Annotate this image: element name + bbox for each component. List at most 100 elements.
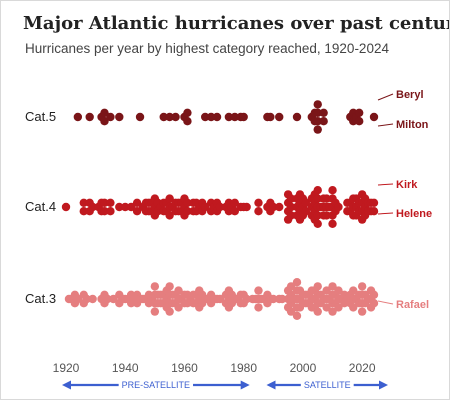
hurricane-dot [183, 117, 192, 126]
hurricane-dot [165, 211, 174, 220]
hurricane-dot [109, 294, 118, 304]
hurricane-dot [313, 282, 322, 291]
x-tick-label: 1960 [171, 361, 198, 375]
hurricane-dot [292, 311, 302, 320]
hurricane-dot [292, 278, 302, 287]
hurricane-dot [254, 303, 263, 312]
annotation-leader [377, 93, 394, 101]
hurricane-dot [319, 108, 328, 118]
hurricane-dot [292, 112, 302, 122]
hurricane-dot [277, 294, 287, 304]
era-arrowhead-right [379, 380, 388, 390]
hurricane-dot [349, 303, 358, 312]
x-tick-label: 1940 [112, 361, 139, 375]
hurricane-dot [328, 186, 337, 195]
hurricane-dot [85, 112, 94, 122]
x-tick-label: 2020 [349, 361, 376, 375]
hurricane-dot [369, 290, 379, 299]
hurricane-dot [322, 194, 331, 203]
category-label: Cat.4 [25, 199, 56, 214]
hurricane-dot [215, 294, 225, 304]
hurricane-dot [174, 303, 183, 312]
hurricane-dot [239, 112, 248, 122]
hurricane-dot [354, 108, 364, 118]
hurricane-dot [183, 198, 192, 207]
hurricane-dot [73, 294, 83, 304]
hurricane-dot [269, 202, 278, 212]
hurricane-dot [322, 303, 331, 312]
hurricane-dot [242, 202, 251, 212]
hurricane-dot [313, 125, 322, 134]
hurricane-dot [165, 307, 174, 316]
hurricane-dot [354, 117, 364, 126]
hurricane-dot [266, 112, 275, 122]
hurricane-dot [106, 207, 115, 216]
hurricane-dot [275, 112, 284, 122]
storm-annotation: Rafael [396, 299, 429, 311]
hurricane-dot [88, 202, 97, 212]
hurricane-dot [286, 307, 296, 316]
hurricane-dot [132, 207, 142, 216]
hurricane-dot [230, 207, 240, 216]
hurricane-dot [165, 112, 174, 122]
hurricane-dot [103, 294, 112, 304]
x-tick-label: 2000 [290, 361, 317, 375]
hurricane-dot [100, 108, 109, 118]
hurricane-dot [183, 108, 192, 118]
hurricane-dot [254, 207, 263, 216]
hurricane-dot [269, 294, 278, 304]
hurricane-dot [61, 202, 71, 212]
hurricane-dot [357, 307, 367, 316]
annotation-leader [377, 183, 394, 186]
storm-annotation: Helene [396, 208, 432, 220]
hurricane-dot [215, 202, 225, 212]
hurricane-dot [100, 117, 109, 126]
hurricane-dot [150, 307, 160, 316]
storm-annotation: Beryl [396, 89, 424, 101]
annotation-leader [377, 123, 394, 127]
hurricane-dot [183, 207, 192, 216]
hurricane-dot [254, 286, 263, 295]
annotation-leader [377, 300, 394, 305]
hurricane-dot [328, 282, 337, 291]
hurricane-dot [275, 202, 284, 212]
hurricane-dot [174, 286, 183, 295]
hurricane-dot [334, 303, 343, 312]
hurricane-dot [313, 211, 322, 220]
annotation-leader [377, 212, 394, 215]
category-label: Cat.5 [25, 109, 56, 124]
hurricane-dot [212, 112, 222, 122]
hurricane-dot [313, 186, 322, 195]
hurricane-dot [79, 198, 88, 207]
hurricane-dot [230, 112, 240, 122]
hurricane-dot [100, 207, 109, 216]
hurricane-dot [334, 202, 343, 212]
hurricane-dot [100, 198, 109, 207]
hurricane-dot [301, 198, 311, 207]
hurricane-dot [171, 112, 180, 122]
hurricane-dot [322, 211, 331, 220]
era-arrowhead-left [266, 380, 276, 390]
era-arrowhead-right [240, 380, 250, 390]
era-label-background [300, 379, 354, 391]
hurricane-dot [135, 112, 145, 122]
hurricane-dot [313, 307, 322, 316]
hurricane-dot [313, 219, 322, 228]
storm-annotation: Kirk [396, 179, 418, 191]
hurricane-dot [121, 202, 130, 212]
era-label-background [118, 379, 194, 391]
storm-annotation: Milton [396, 119, 429, 131]
hurricane-dot [73, 112, 83, 122]
hurricane-dot [319, 117, 328, 126]
hurricane-dot [286, 194, 296, 203]
hurricane-dot [328, 219, 337, 228]
hurricane-dot [322, 286, 331, 295]
hurricane-dot [286, 211, 296, 220]
hurricane-dot [82, 294, 91, 304]
hurricane-dot [106, 198, 115, 207]
category-label: Cat.3 [25, 291, 56, 306]
hurricane-dot [115, 202, 124, 212]
chart-title: Major Atlantic hurricanes over past cent… [23, 13, 450, 34]
